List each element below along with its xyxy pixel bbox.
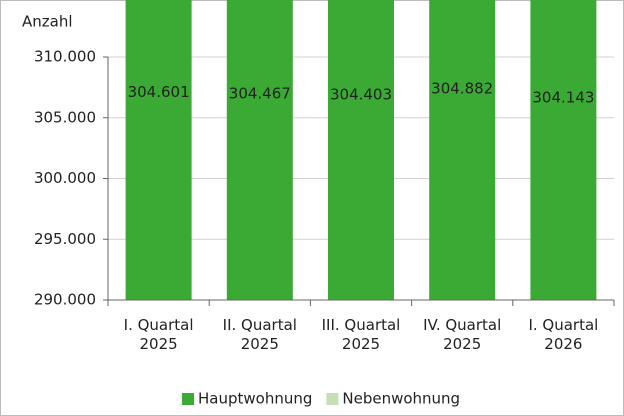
x-tick-label: III. Quartal 2025 [321,316,401,353]
y-tick-label: 290.000 [34,291,96,309]
x-tick-label: I. Quartal 2026 [528,316,599,353]
x-tick-label: II. Quartal 2025 [222,316,297,353]
legend-label: Nebenwohnung [342,390,460,408]
y-tick-label: 305.000 [34,108,96,126]
total-label: 304.882 [431,80,493,98]
total-label: 304.403 [330,86,392,104]
total-label: 304.601 [128,83,190,101]
bar-segment [226,0,293,300]
y-tick-label: 295.000 [34,230,96,248]
total-label: 304.143 [532,89,594,107]
y-axis-label: Anzahl [22,13,73,31]
y-tick-label: 300.000 [34,169,96,187]
legend-label: Hauptwohnung [198,390,312,408]
legend-swatch [326,393,339,405]
bar-segment [328,0,394,300]
legend-swatch [182,393,194,405]
x-tick-label: IV. Quartal 2025 [423,316,502,353]
bar-segment [125,0,192,300]
bar-segment [530,0,597,300]
x-tick-label: I. Quartal 2025 [123,316,194,353]
y-tick-label: 310.000 [34,48,96,66]
bar-segment [429,0,496,300]
total-label: 304.467 [229,85,291,103]
